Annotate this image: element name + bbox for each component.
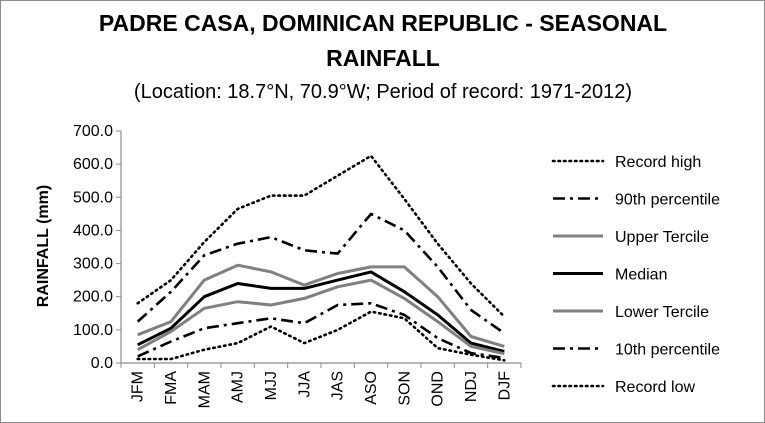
legend: Record high 90th percentile Upper Tercile M… [551,154,720,396]
x-tick-label: FMA [163,371,180,405]
legend-label: 10th percentile [615,342,720,359]
y-tick-label: 700.0 [73,123,113,140]
y-tick-label: 600.0 [73,156,113,173]
y-tick-label: 500.0 [73,189,113,206]
legend-label: Record low [615,379,695,396]
y-tick-label: 300.0 [73,256,113,273]
x-tick-label: DJF [496,371,513,401]
series-line-record-high [136,154,506,318]
y-axis-label: RAINFALL (mm) [35,185,52,307]
series-line-upper-tercile [137,263,505,348]
y-tick-label: 200.0 [73,289,113,306]
x-tick-label: JJA [296,371,313,398]
y-tick-label: 0.0 [91,355,113,372]
x-tick-label: AMJ [230,371,247,403]
x-tick-label: JFM [130,371,147,402]
series-line-lower-tercile [136,278,505,356]
legend-label: Upper Tercile [615,229,709,246]
chart-subtitle: (Location: 18.7°N, 70.9°W; Period of rec… [134,81,632,103]
x-tick-label: MJJ [263,371,280,400]
x-tick-label: JAS [330,371,347,400]
legend-label: 90th percentile [615,192,720,209]
y-tick-label: 400.0 [73,222,113,239]
series-lines [136,154,506,362]
x-tick-label: MAM [196,371,213,408]
chart-title-line1: PADRE CASA, DOMINICAN REPUBLIC - SEASONA… [99,10,667,36]
series-line-90th-percentile [136,212,506,335]
series-line-median [137,270,505,353]
series-line-record-low [136,310,506,362]
legend-label: Record high [615,154,701,171]
y-tick-label: 100.0 [73,322,113,339]
legend-label: Median [615,267,667,284]
x-tick-label: SON [396,371,413,406]
x-tick-label: OND [430,371,447,407]
x-tick-label: NDJ [463,371,480,402]
legend-label: Lower Tercile [615,304,709,321]
axes: 0.0 100.0 200.0 300.0 400.0 500.0 600.0 700.0 JF… [73,123,522,408]
x-tick-label: ASO [363,371,380,405]
series-line-10th-percentile [137,301,505,360]
chart-title-line2: RAINFALL [326,45,440,71]
